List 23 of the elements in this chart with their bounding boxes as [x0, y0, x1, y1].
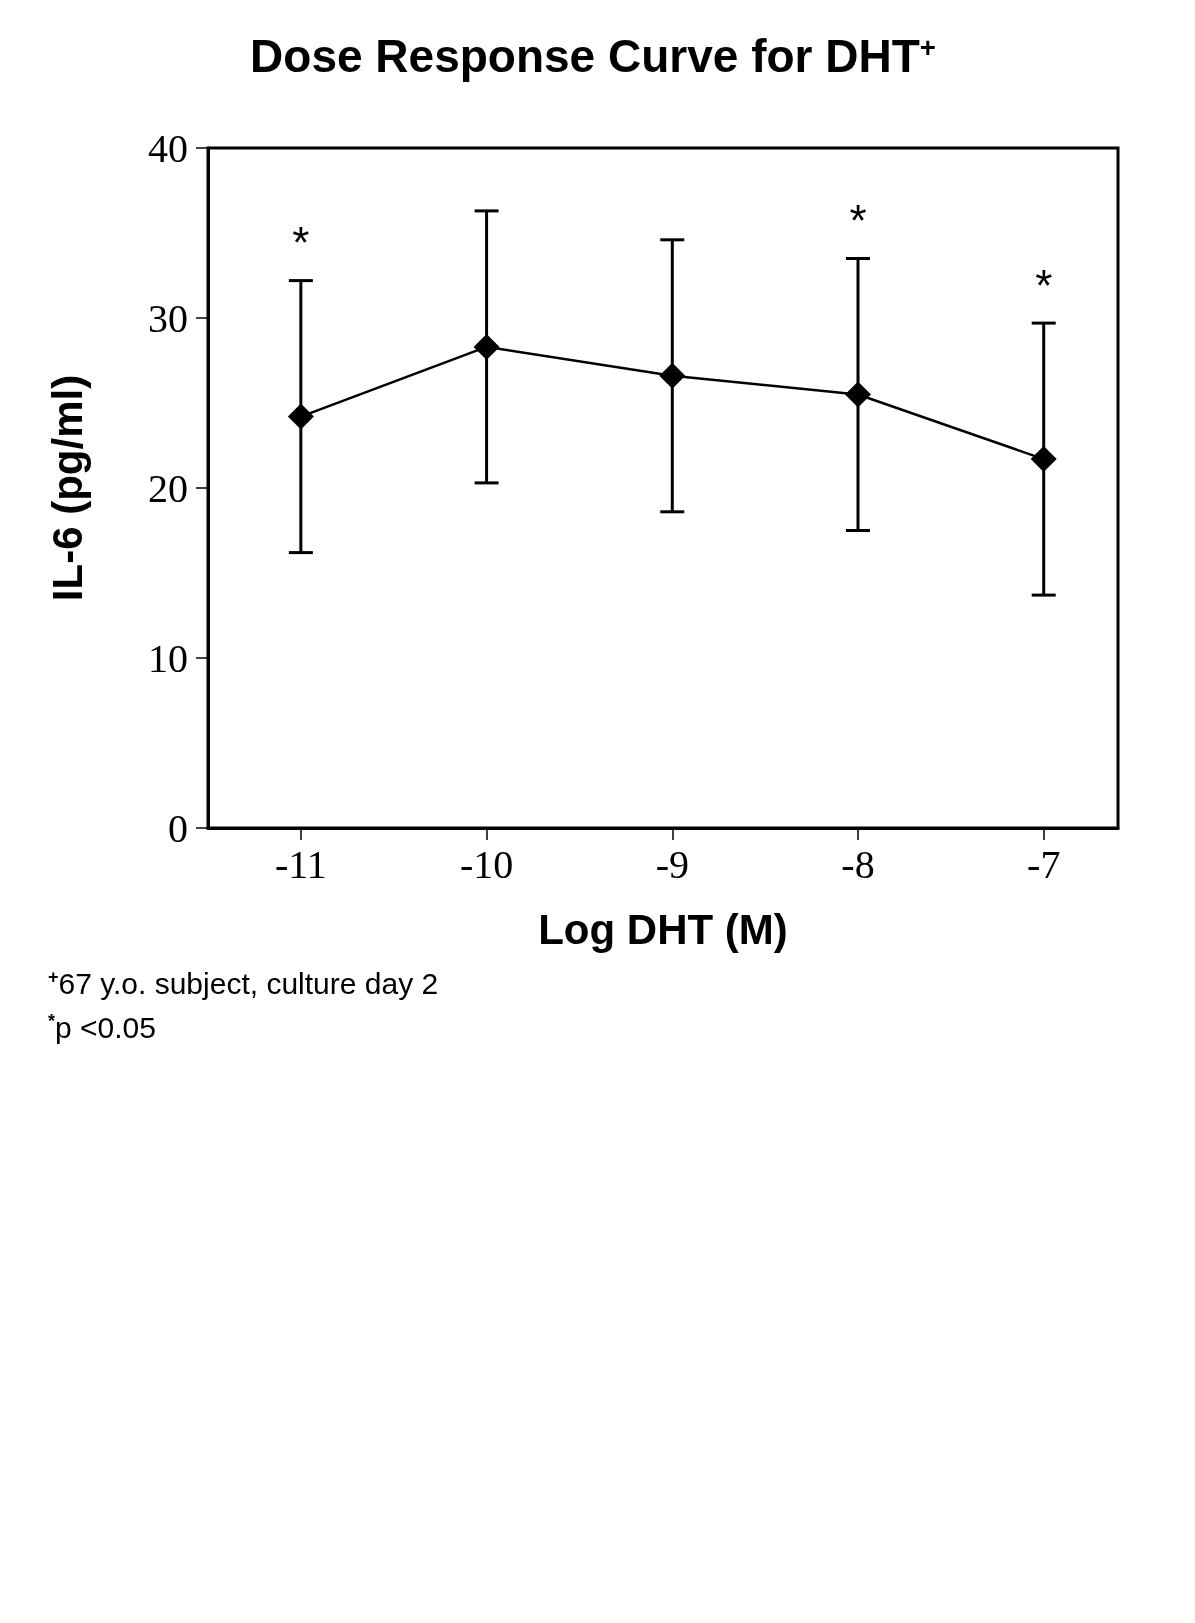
- annotation: *: [1035, 260, 1053, 310]
- y-axis-title: IL-6 (pg/ml): [43, 374, 91, 602]
- chart-title: Dose Response Curve for DHT+: [250, 30, 936, 82]
- point: [473, 333, 500, 360]
- point: [659, 362, 686, 389]
- x-tick-label: -8: [841, 841, 875, 887]
- x-tick-label: -10: [459, 841, 514, 887]
- point: [287, 403, 314, 430]
- y-tick-label: 40: [148, 125, 188, 171]
- x-axis-title: Log DHT (M): [538, 905, 788, 953]
- x-tick-label: -9: [655, 841, 689, 887]
- text: *p <0.05: [48, 1010, 156, 1044]
- y-tick-label: 10: [148, 635, 188, 681]
- point: [1030, 446, 1057, 473]
- y-tick-label: 30: [148, 295, 188, 341]
- x-tick-label: -7: [1027, 841, 1061, 887]
- text: +67 y.o. subject, culture day 2: [48, 966, 439, 1000]
- point: [845, 381, 871, 408]
- y-tick-label: 20: [148, 465, 188, 511]
- annotation: *: [849, 196, 867, 245]
- annotation: *: [292, 218, 310, 268]
- y-tick-label: 0: [168, 805, 188, 851]
- x-tick-label: -11: [274, 841, 327, 887]
